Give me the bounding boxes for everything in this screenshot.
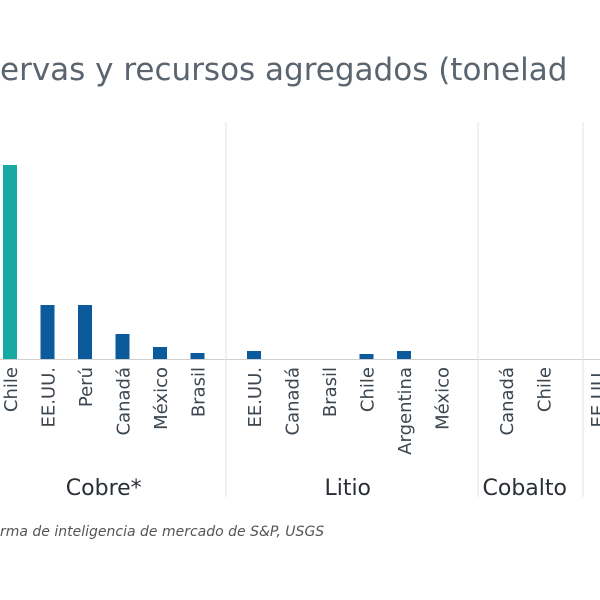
x-tick-label: Argentina bbox=[395, 367, 416, 455]
group-label: Litio bbox=[324, 476, 371, 501]
x-tick-label: Brasil bbox=[320, 367, 341, 417]
chart-title: ervas y recursos agregados (tonelad bbox=[0, 52, 567, 88]
bar bbox=[190, 353, 205, 359]
x-tick-label: México bbox=[151, 367, 172, 430]
x-tick-label: Chile bbox=[535, 367, 556, 412]
bar bbox=[3, 165, 17, 359]
x-tick-label: Chile bbox=[1, 367, 22, 412]
x-tick-label: Brasil bbox=[189, 367, 210, 417]
x-tick-label: EE.UU. bbox=[39, 367, 60, 428]
group-label: Cobre* bbox=[66, 476, 142, 501]
x-tick-label: México bbox=[433, 367, 454, 430]
x-tick-label: EE.UU. bbox=[588, 367, 600, 428]
x-tick-label: Canadá bbox=[283, 367, 304, 436]
group-label: Cobalto bbox=[483, 476, 567, 501]
bar bbox=[153, 347, 167, 359]
bar bbox=[247, 351, 261, 359]
source: rma de inteligencia de mercado de S&P, U… bbox=[0, 524, 324, 540]
bar bbox=[359, 354, 374, 359]
bar bbox=[115, 334, 130, 359]
bar bbox=[397, 351, 411, 359]
x-tick-label: Canadá bbox=[114, 367, 135, 436]
x-tick-label: Canadá bbox=[497, 367, 518, 436]
bar bbox=[78, 305, 92, 359]
x-tick-label: Perú bbox=[76, 367, 97, 407]
x-tick-label: Chile bbox=[358, 367, 379, 412]
bar bbox=[40, 305, 55, 359]
x-tick-label: EE.UU. bbox=[245, 367, 266, 428]
